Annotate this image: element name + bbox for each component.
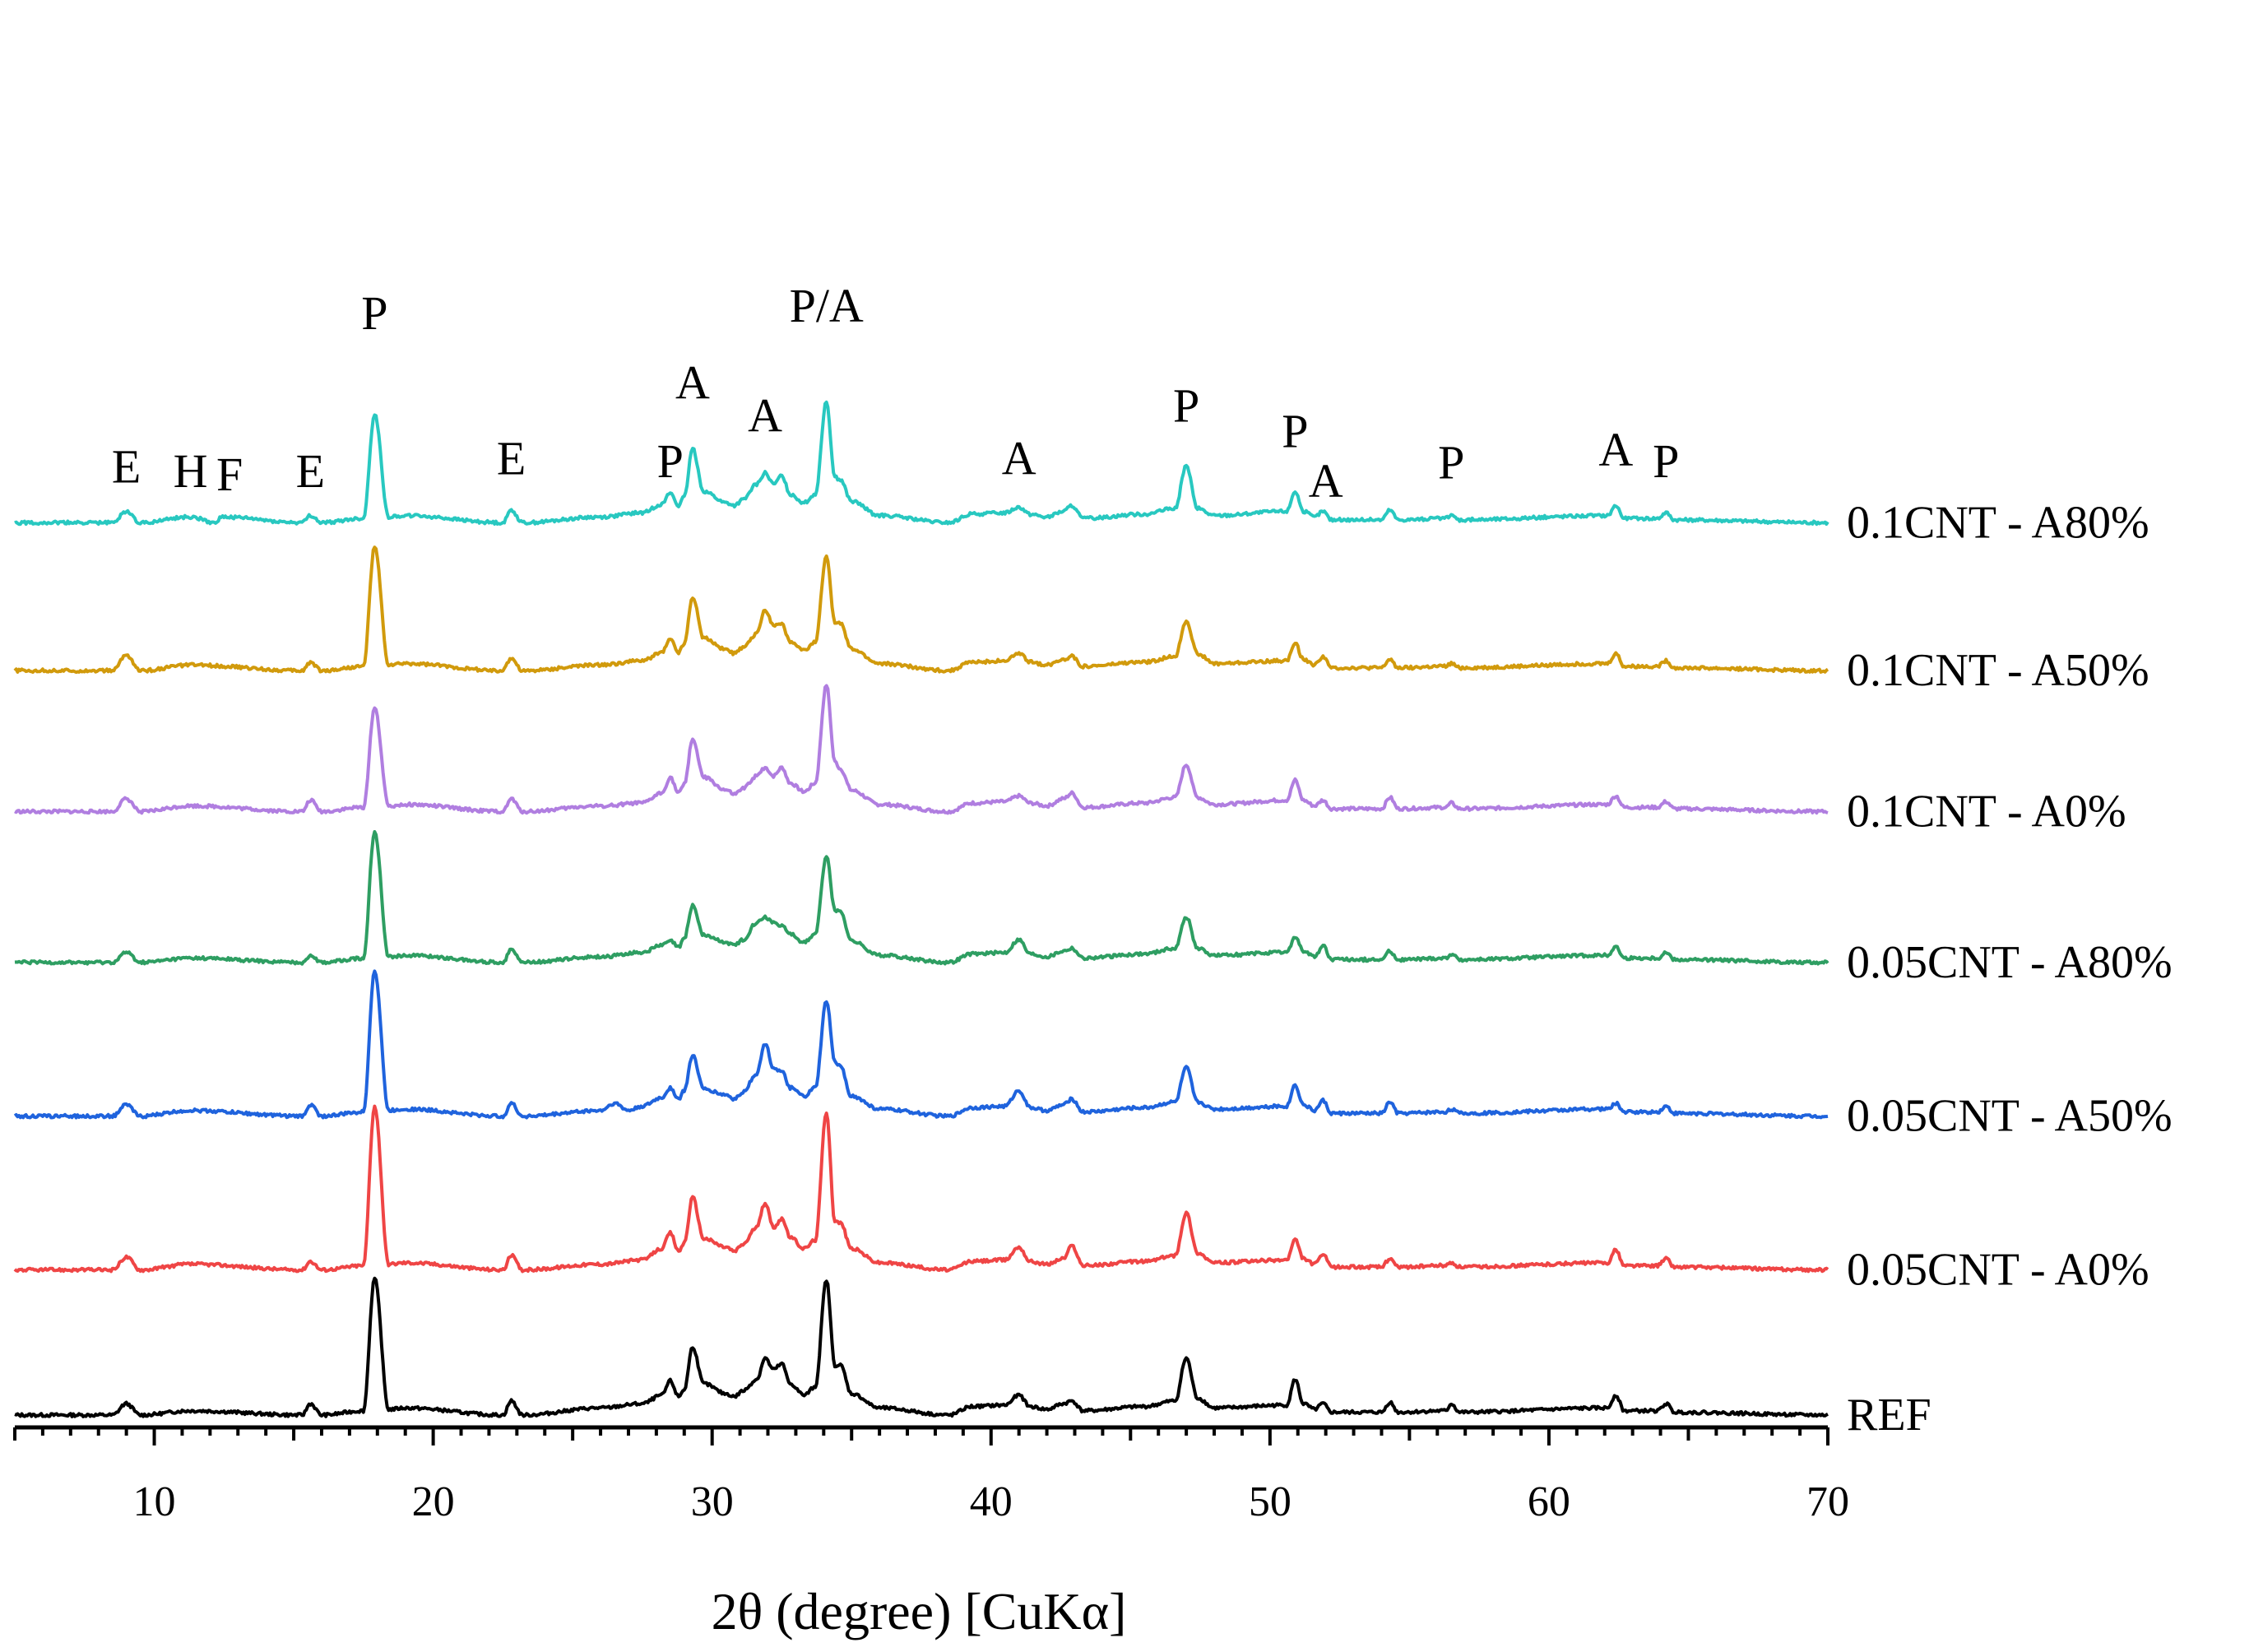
- peak-label: H: [174, 444, 208, 498]
- series-label: 0.05CNT - A50%: [1847, 1091, 2173, 1142]
- peak-label: P/A: [790, 279, 864, 332]
- x-axis: 10 20 30 40 50 60 70: [13, 1425, 1849, 1525]
- peak-label: P: [657, 434, 684, 488]
- series-label: 0.05CNT - A80%: [1847, 937, 2173, 988]
- x-tick-label: 30: [691, 1478, 734, 1525]
- series-label: REF: [1847, 1390, 1931, 1441]
- peak-label: A: [748, 388, 782, 442]
- x-axis-ticks: 10 20 30 40 50 60 70: [13, 1427, 1849, 1525]
- series-line: [13, 969, 1829, 1120]
- peak-label: P: [1438, 436, 1464, 490]
- series-label: 0.1CNT - A50%: [1847, 645, 2149, 696]
- xrd-traces: [13, 400, 1829, 1418]
- peak-label: A: [1598, 423, 1633, 476]
- peak-label: A: [1309, 454, 1343, 508]
- series-label: 0.05CNT - A0%: [1847, 1245, 2149, 1296]
- x-tick-label: 50: [1249, 1478, 1291, 1525]
- series-line: [13, 1104, 1829, 1274]
- x-tick-label: 10: [133, 1478, 176, 1525]
- peak-label: E: [112, 440, 141, 494]
- x-tick-label: 40: [970, 1478, 1013, 1525]
- series-line: [14, 684, 1829, 815]
- peak-label: A: [675, 356, 710, 410]
- x-tick-label: 20: [412, 1478, 455, 1525]
- series-line: [14, 830, 1829, 966]
- x-tick-label: 70: [1806, 1478, 1849, 1525]
- peak-label: P: [1282, 404, 1308, 457]
- series-labels: REF 0.05CNT - A0% 0.05CNT - A50% 0.05CNT - …: [1847, 497, 2173, 1441]
- peak-label: E: [497, 431, 526, 485]
- x-tick-label: 60: [1528, 1478, 1570, 1525]
- series-line: [13, 545, 1829, 675]
- series-label: 0.1CNT - A0%: [1847, 787, 2126, 838]
- peak-label: P: [1653, 434, 1679, 488]
- peak-label: E: [296, 444, 325, 498]
- series-line: [14, 1276, 1829, 1418]
- peak-label: F: [216, 448, 243, 501]
- peak-label: A: [1002, 431, 1036, 485]
- x-axis-title: 2θ (degree) [CuKα]: [712, 1582, 1127, 1640]
- peak-label: P: [361, 286, 387, 340]
- series-line: [14, 400, 1829, 527]
- peak-label: P: [1173, 378, 1199, 432]
- series-label: 0.1CNT - A80%: [1847, 497, 2149, 548]
